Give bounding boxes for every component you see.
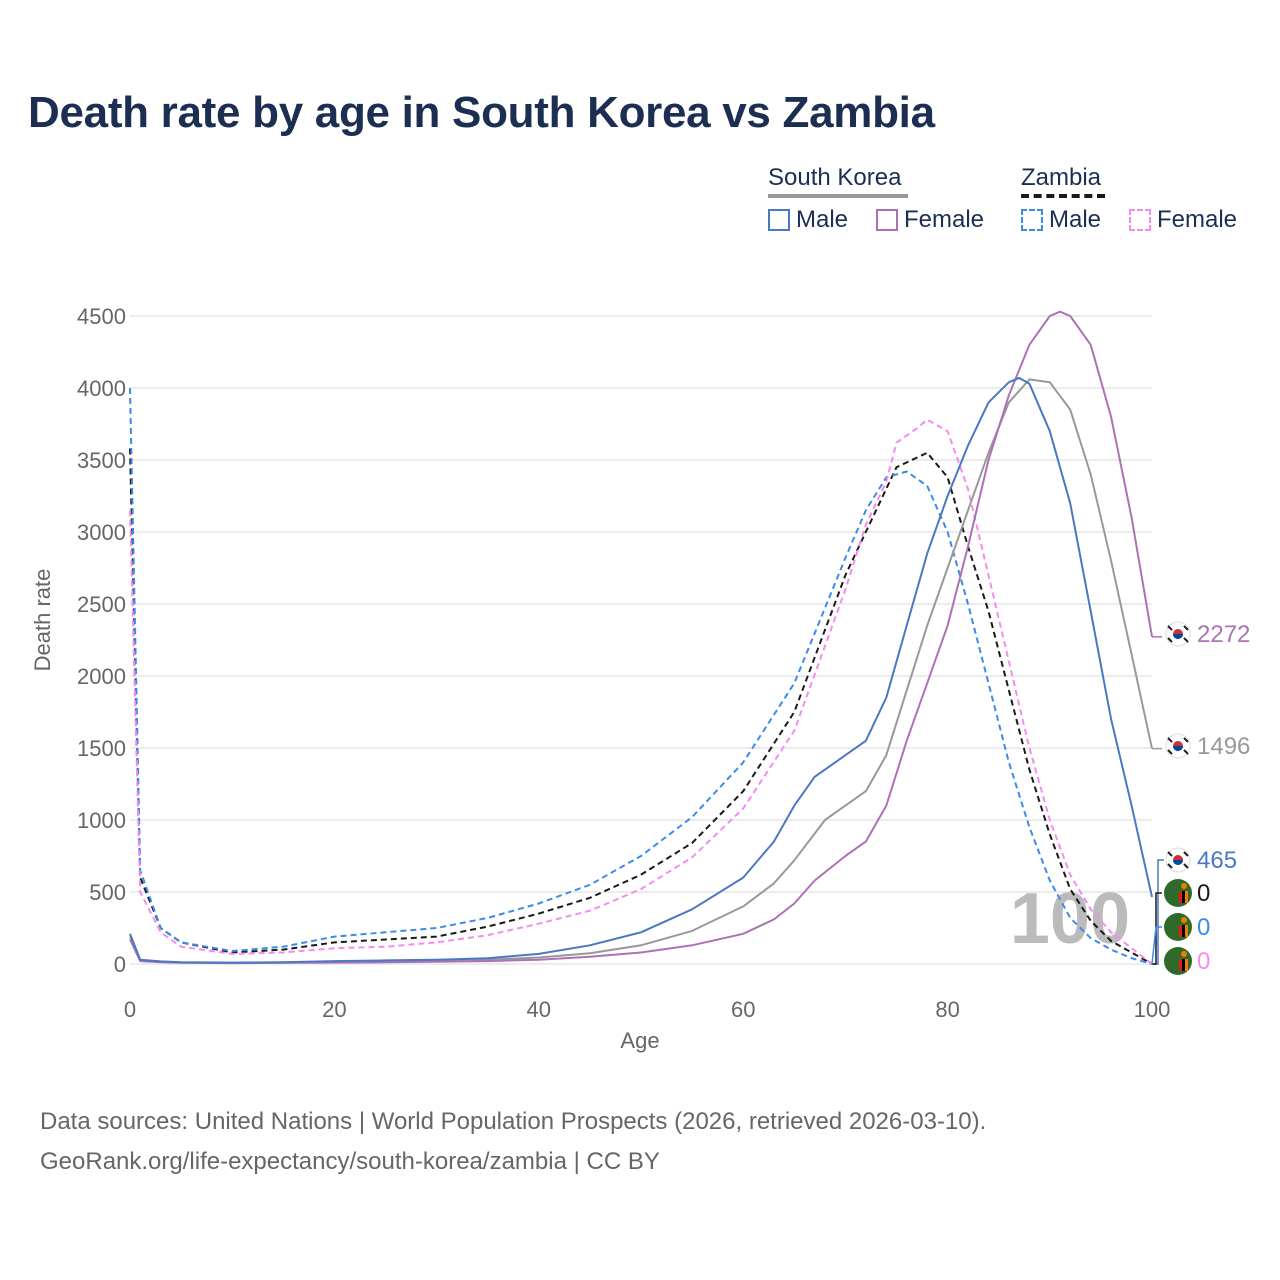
flag-trigram-3 [1183,863,1189,869]
flag-stripe-red [1179,925,1182,937]
flag-trigram-2 [1167,637,1173,643]
y-tick-3000: 3000 [77,520,126,545]
series-line-kr_male [129,376,1153,964]
y-tick-4500: 4500 [77,304,126,329]
end-label-kr_total: 1496 [1197,733,1250,760]
y-tick-1000: 1000 [77,808,126,833]
footer-sources: Data sources: United Nations | World Pop… [40,1108,987,1135]
legend-swatch-zm-female [1129,209,1151,231]
legend-zambia-title: Zambia [1021,164,1102,191]
x-tick-20: 20 [322,997,346,1022]
series-line-zm_total [129,448,1153,965]
end-label-zm_female: 0 [1197,948,1210,975]
flag-stripe-black [1182,925,1185,937]
y-axis-title: Death rate [30,569,55,672]
flag-eagle [1181,917,1187,923]
series-line-kr_total [129,378,1153,964]
x-axis-title: Age [620,1028,659,1053]
series-line-kr_female [129,310,1153,965]
series-lines [129,310,1153,965]
legend-swatch-kr-male [768,209,790,231]
y-tick-0: 0 [114,952,126,977]
flag-taegeuk-blue [1173,746,1183,751]
end-label-zm_male: 0 [1197,914,1210,941]
series-line-zm_male [129,387,1153,965]
y-tick-500: 500 [89,880,126,905]
legend-label-kr-female: Female [904,206,985,233]
flag-trigram-0 [1167,851,1173,857]
end-label-kr_female: 2272 [1197,621,1250,648]
flag-stripe-red [1179,959,1182,971]
series-line-zm_female [129,418,1153,965]
footer-url: GeoRank.org/life-expectancy/south-korea/… [40,1148,660,1175]
end-labels: 0 0 0 1496 2272 465 [1151,621,1250,975]
legend-swatch-zm-male [1021,209,1043,231]
grid-lines [130,315,1152,965]
flag-trigram-1 [1183,625,1189,631]
flag-stripe-orange [1185,891,1188,903]
x-tick-60: 60 [731,997,755,1022]
y-tick-3500: 3500 [77,448,126,473]
flag-trigram-2 [1167,863,1173,869]
y-tick-2000: 2000 [77,664,126,689]
legend-item-zm-male[interactable]: Male [1021,206,1101,234]
flag-taegeuk-blue [1173,634,1183,639]
x-tick-100: 100 [1134,997,1171,1022]
flag-trigram-2 [1167,749,1173,755]
flag-trigram-0 [1167,625,1173,631]
legend-item-kr-female[interactable]: Female [876,206,984,234]
flag-taegeuk-blue [1173,860,1183,865]
legend-label-zm-female: Female [1157,206,1238,233]
legend-label-zm-male: Male [1049,206,1102,233]
x-tick-labels: 0 20 40 60 80 100 [124,997,1170,1022]
y-tick-labels: 0 500 1000 1500 2000 2500 3000 3500 4000 4500 [77,304,126,977]
legend-item-kr-male[interactable]: Male [768,206,848,234]
legend-label-kr-male: Male [796,206,849,233]
end-label-kr_male: 465 [1197,847,1237,874]
flag-trigram-1 [1183,851,1189,857]
flag-stripe-red [1179,891,1182,903]
leader-zm-male [1151,926,1162,965]
flag-trigram-3 [1183,749,1189,755]
y-tick-4000: 4000 [77,376,126,401]
flag-stripe-orange [1185,959,1188,971]
flag-stripe-black [1182,959,1185,971]
flag-eagle [1181,883,1187,889]
legend-swatch-kr-female [876,209,898,231]
legend-item-zm-female[interactable]: Female [1129,206,1237,234]
end-label-zm_total: 0 [1197,880,1210,907]
legend-south-korea-line [768,194,908,198]
flag-trigram-0 [1167,737,1173,743]
y-tick-2500: 2500 [77,592,126,617]
legend-south-korea-title: South Korea [768,164,902,191]
y-tick-1500: 1500 [77,736,126,761]
flag-stripe-black [1182,891,1185,903]
flag-trigram-1 [1183,737,1189,743]
x-tick-0: 0 [124,997,136,1022]
flag-eagle [1181,951,1187,957]
flag-stripe-orange [1185,925,1188,937]
flag-trigram-3 [1183,637,1189,643]
age-watermark: 100 [1010,879,1130,959]
x-tick-80: 80 [935,997,959,1022]
chart-title: Death rate by age in South Korea vs Zamb… [28,88,935,137]
legend-zambia-line [1021,194,1105,198]
x-tick-40: 40 [527,997,551,1022]
